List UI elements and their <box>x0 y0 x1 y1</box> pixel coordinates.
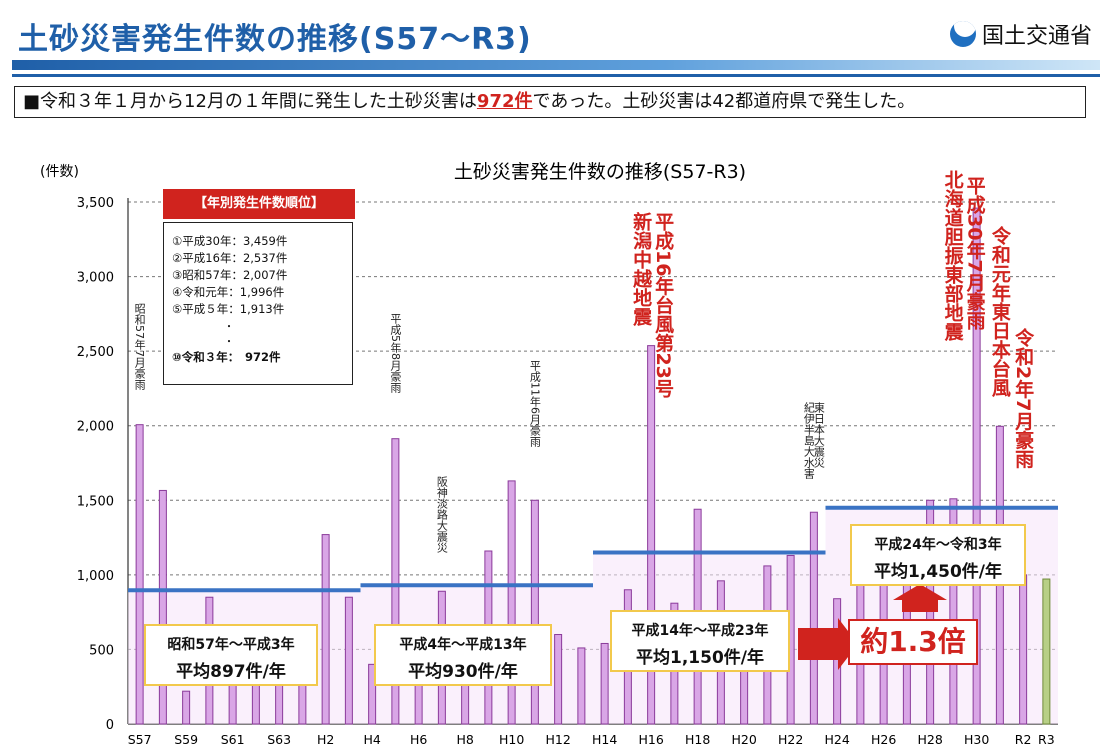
header-divider-thin <box>12 74 1100 77</box>
average-period: 平成4年～平成13年 <box>399 637 527 653</box>
summary-text: ■令和３年１月から12月の１年間に発生した土砂災害は972件であった。土砂災害は… <box>14 86 1086 118</box>
chart-annotation: 昭和57年7月豪雨 <box>133 303 146 391</box>
bar <box>530 499 539 725</box>
bar <box>135 424 144 725</box>
header: 土砂災害発生件数の推移(S57～R3) 国土交通省 <box>0 0 1100 77</box>
y-tick-label: 1,000 <box>77 569 114 584</box>
summary-suffix: であった。土砂災害は42都道府県で発生した。 <box>532 91 916 112</box>
header-divider <box>12 60 1100 70</box>
chart-annotation: 平成30年7月豪雨 <box>964 176 987 330</box>
bar <box>577 647 586 725</box>
average-box-4: 平成24年～令和3年 平均1,450件/年 <box>850 524 1026 586</box>
bar <box>600 642 609 725</box>
x-tick-label: H24 <box>824 732 849 747</box>
bar <box>972 207 981 725</box>
x-tick-label: S59 <box>174 732 198 747</box>
y-tick-label: 2,000 <box>77 420 114 435</box>
x-tick-label: H2 <box>317 732 334 747</box>
average-value: 平均930件/年 <box>408 662 518 682</box>
chart-title: 土砂災害発生件数の推移(S57-R3) <box>454 161 746 183</box>
average-box-1: 昭和57年～平成3年 平均897件/年 <box>144 624 318 686</box>
average-period: 平成14年～平成23年 <box>631 623 769 639</box>
x-tick-label: R3 <box>1038 732 1055 747</box>
summary-highlight: 972件 <box>476 91 533 112</box>
average-value: 平均897件/年 <box>176 662 286 682</box>
ranking-item: ①平成30年：3,459件 <box>172 234 288 248</box>
x-tick-label: S63 <box>267 732 291 747</box>
x-tick-label: H14 <box>592 732 617 747</box>
x-tick-label: H26 <box>871 732 896 747</box>
bar <box>809 511 818 725</box>
ranking-box: 【年別発生件数順位】 ①平成30年：3,459件 ②平成16年：2,537件 ③… <box>163 189 355 385</box>
chart-annotation: 東日本大震災 <box>812 402 825 468</box>
ranking-current: ⑩令和３年： 972件 <box>172 350 281 364</box>
bar <box>321 534 330 725</box>
x-tick-label: H10 <box>499 732 524 747</box>
average-box-2: 平成4年～平成13年 平均930件/年 <box>374 624 552 686</box>
chart-annotation: 平成16年台風第23号 <box>652 212 674 398</box>
ranking-item: ③昭和57年：2,007件 <box>172 268 288 282</box>
chart-annotation: 北海道胆振東部地震 <box>942 170 964 342</box>
y-tick-label: 2,500 <box>77 345 114 360</box>
summary-prefix: ■令和３年１月から12月の１年間に発生した土砂災害は <box>23 91 477 112</box>
average-value: 平均1,450件/年 <box>874 562 1002 582</box>
bar <box>507 480 516 725</box>
page-title: 土砂災害発生件数の推移(S57～R3) <box>18 22 532 57</box>
y-tick-label: 0 <box>106 718 114 733</box>
chart-annotation: 阪神淡路大震災 <box>435 475 448 553</box>
ellipsis-dot: ・ <box>224 337 234 348</box>
x-tick-label: H6 <box>410 732 427 747</box>
y-tick-label: 500 <box>89 643 114 658</box>
bar <box>1019 574 1028 725</box>
chart-annotation: 令和元年東日本台風 <box>989 225 1011 398</box>
chart-annotation: 平成5年8月豪雨 <box>389 313 402 394</box>
x-tick-label: H30 <box>964 732 989 747</box>
ellipsis-dot: ・ <box>224 322 234 333</box>
arrow-up-icon <box>893 584 947 612</box>
chart-annotation: 紀伊半島大水害 <box>802 402 815 480</box>
y-axis-label: (件数) <box>40 164 79 180</box>
ranking-item: ④令和元年：1,996件 <box>172 285 285 299</box>
x-tick-label: H8 <box>456 732 473 747</box>
bar <box>391 438 400 725</box>
ministry-name: 国土交通省 <box>981 24 1092 49</box>
bar <box>1042 578 1051 725</box>
x-tick-label: H16 <box>638 732 663 747</box>
y-tick-label: 3,000 <box>77 271 114 286</box>
y-tick-label: 3,500 <box>77 196 114 211</box>
average-period: 昭和57年～平成3年 <box>167 637 295 653</box>
x-tick-label: H4 <box>363 732 380 747</box>
x-tick-label: H12 <box>545 732 570 747</box>
x-tick-label: S57 <box>128 732 152 747</box>
x-tick-label: H22 <box>778 732 803 747</box>
bar <box>182 690 191 725</box>
bar <box>368 663 377 725</box>
bar <box>949 498 958 725</box>
bar <box>158 489 167 725</box>
bar <box>926 499 935 725</box>
ministry-logo: 国土交通省 <box>949 18 1092 50</box>
ministry-emblem-icon <box>949 21 976 47</box>
chart-annotation: 令和2年7月豪雨 <box>1012 327 1035 469</box>
x-tick-label: H20 <box>731 732 756 747</box>
arrow-right-icon <box>798 618 858 670</box>
bar <box>554 634 563 725</box>
y-tick-label: 1,500 <box>77 494 114 509</box>
ranking-item: ②平成16年：2,537件 <box>172 251 288 265</box>
ratio-label: 約1.3倍 <box>848 619 978 665</box>
average-box-3: 平成14年～平成23年 平均1,150件/年 <box>610 610 790 672</box>
ranking-item: ⑤平成５年：1,913件 <box>172 302 285 316</box>
x-tick-label: R2 <box>1015 732 1032 747</box>
chart-annotation: 新潟中越地震 <box>630 211 653 327</box>
average-value: 平均1,150件/年 <box>636 648 764 668</box>
x-tick-label: S61 <box>221 732 245 747</box>
x-tick-label: H28 <box>917 732 942 747</box>
x-tick-label: H18 <box>685 732 710 747</box>
bar <box>344 596 353 725</box>
ranking-title: 【年別発生件数順位】 <box>163 189 355 219</box>
average-period: 平成24年～令和3年 <box>874 537 1002 553</box>
bar <box>647 345 656 725</box>
chart-annotation: 平成11年6月豪雨 <box>528 360 541 448</box>
